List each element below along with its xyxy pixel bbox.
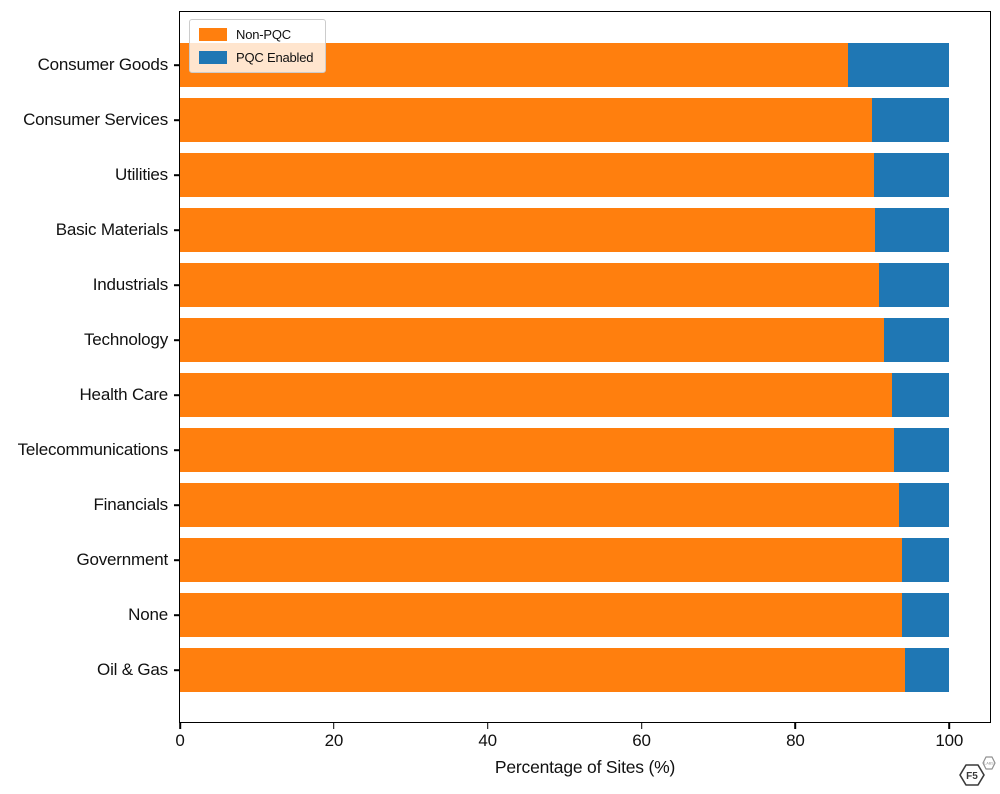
bar-row — [180, 428, 990, 472]
y-tick — [173, 614, 179, 616]
bar-segment-pqc-enabled — [879, 263, 950, 307]
plot-area: Consumer Goods Consumer Services Utilities… — [18, 11, 991, 777]
bar-row — [180, 98, 990, 142]
y-tick-label: Consumer Goods — [37, 55, 169, 74]
bar-segment-pqc-enabled — [902, 593, 950, 637]
bar-segment-pqc-enabled — [873, 153, 950, 197]
bar-segment-pqc-enabled — [875, 208, 950, 252]
y-tick-label: Utilities — [115, 165, 168, 184]
f5-labs-logo: F5 LABS — [959, 756, 996, 786]
bar-row — [180, 208, 990, 252]
bar-segment-non-pqc — [180, 483, 900, 527]
y-tick-label: Oil & Gas — [97, 660, 168, 679]
x-tick-label: 0 — [175, 731, 185, 750]
bar-segment-pqc-enabled — [904, 648, 950, 692]
bar-row — [180, 153, 990, 197]
bar-segment-non-pqc — [180, 428, 894, 472]
y-tick — [173, 559, 179, 561]
x-tick — [486, 723, 489, 729]
y-tick — [173, 64, 179, 66]
x-tick — [333, 723, 335, 729]
y-tick-label: Health Care — [79, 385, 168, 404]
bar-row — [180, 483, 990, 527]
y-tick — [173, 394, 179, 396]
y-tick — [173, 339, 179, 341]
y-tick-label: Government — [76, 550, 168, 569]
y-tick-label: None — [128, 605, 168, 624]
y-tick-label: Financials — [93, 495, 168, 514]
bar-row — [180, 648, 990, 692]
bar-row — [180, 538, 990, 582]
bar-segment-non-pqc — [180, 593, 903, 637]
bar-segment-pqc-enabled — [891, 373, 950, 417]
bar-segment-non-pqc — [180, 263, 880, 307]
labs-badge-hexagon — [982, 756, 996, 770]
x-tick — [948, 723, 951, 729]
y-tick — [173, 174, 179, 176]
legend-item-non-pqc: Non-PQC — [199, 27, 313, 42]
y-tick — [173, 504, 179, 506]
bar-row — [180, 318, 990, 362]
legend-swatch-pqc-enabled — [199, 51, 227, 64]
y-tick-label: Telecommunications — [17, 440, 169, 459]
bar-segment-non-pqc — [180, 648, 905, 692]
legend-label-pqc-enabled: PQC Enabled — [236, 50, 314, 65]
bar-segment-non-pqc — [180, 98, 873, 142]
bar-row — [180, 373, 990, 417]
f5-logo-text: F5 — [966, 771, 978, 782]
x-tick-label: 60 — [632, 731, 651, 750]
legend: Non-PQC PQC Enabled — [189, 19, 327, 73]
bar-segment-pqc-enabled — [893, 428, 950, 472]
legend-item-pqc-enabled: PQC Enabled — [199, 50, 313, 65]
x-tick-label: 20 — [324, 731, 344, 750]
labs-badge-text: LABS — [984, 761, 994, 765]
bar-segment-non-pqc — [180, 373, 892, 417]
y-tick-label: Consumer Services — [23, 110, 168, 129]
y-tick-label: Technology — [83, 330, 168, 349]
x-axis-label: Percentage of Sites (%) — [494, 757, 676, 777]
bar-segment-non-pqc — [180, 318, 884, 362]
y-tick — [173, 229, 179, 231]
bar-row — [180, 593, 990, 637]
bar-segment-pqc-enabled — [872, 98, 950, 142]
y-tick — [173, 449, 179, 451]
bar-segment-pqc-enabled — [899, 483, 950, 527]
y-tick-label: Industrials — [92, 275, 168, 294]
bar-row — [180, 263, 990, 307]
x-tick — [179, 723, 181, 729]
x-tick-label: 40 — [478, 731, 497, 750]
y-tick — [173, 284, 179, 286]
y-tick — [173, 119, 179, 121]
bar-segment-non-pqc — [180, 538, 903, 582]
x-tick — [794, 723, 797, 729]
bar-segment-non-pqc — [180, 208, 876, 252]
x-tick — [640, 723, 643, 729]
bar-segment-pqc-enabled — [848, 43, 950, 87]
legend-swatch-non-pqc — [199, 28, 227, 41]
x-tick-label: 100 — [935, 731, 964, 750]
bar-segment-pqc-enabled — [902, 538, 950, 582]
legend-label-non-pqc: Non-PQC — [236, 27, 291, 42]
f5-logo-hexagon — [959, 764, 985, 786]
y-tick-label: Basic Materials — [55, 220, 168, 239]
x-tick-label: 80 — [786, 731, 805, 750]
bar-segment-pqc-enabled — [883, 318, 950, 362]
y-tick — [173, 669, 179, 671]
bar-segment-non-pqc — [180, 153, 874, 197]
